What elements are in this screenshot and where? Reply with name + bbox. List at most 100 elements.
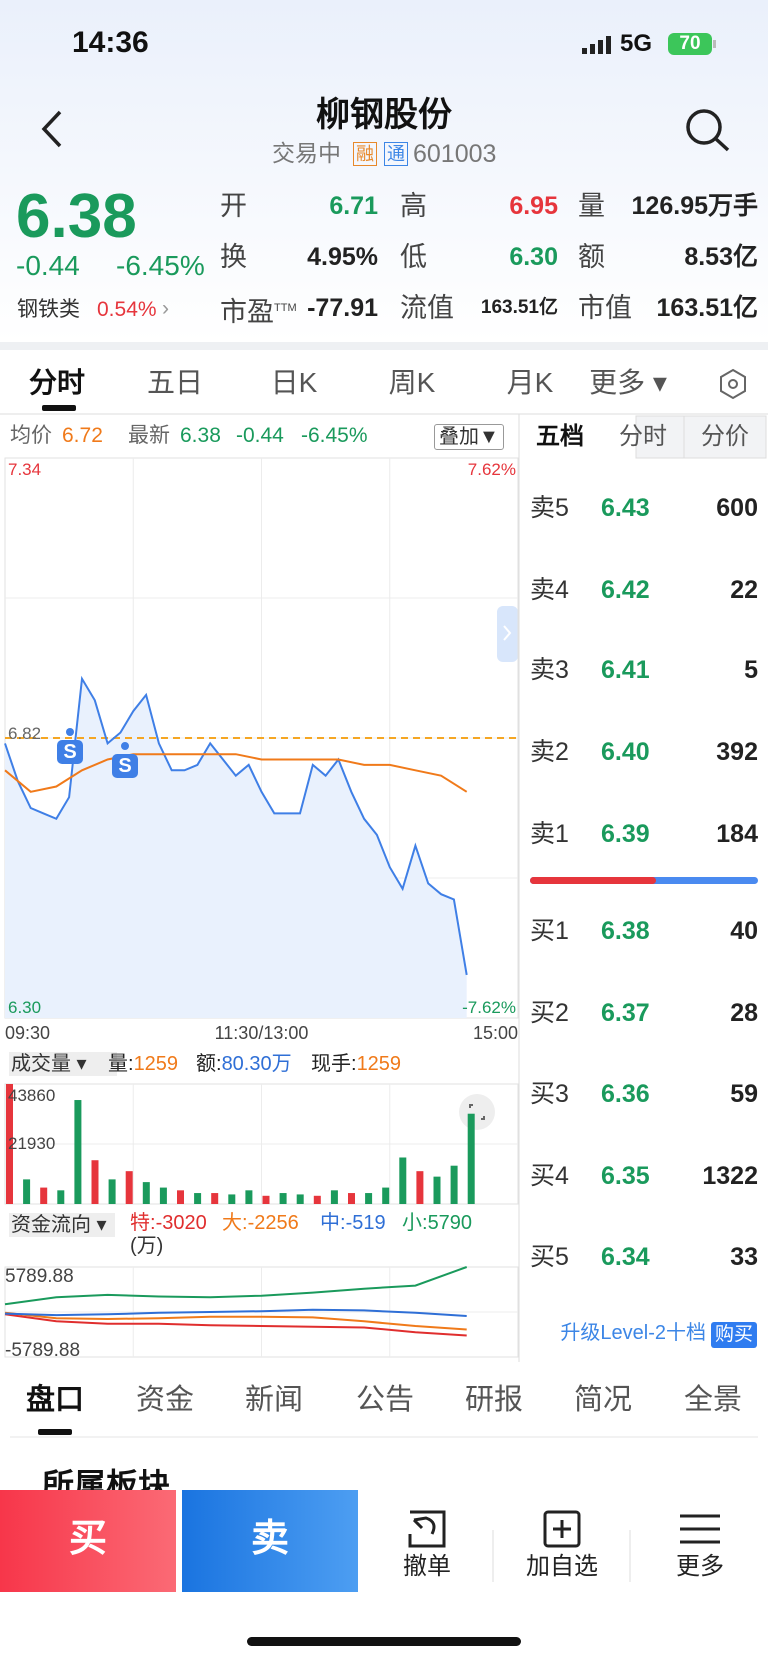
period-tab[interactable]: 周K xyxy=(388,367,436,399)
bottom-tab[interactable]: 研报 xyxy=(464,1383,524,1416)
volume-bar xyxy=(330,1190,338,1204)
period-tab[interactable]: 五日 xyxy=(146,367,204,399)
action-label[interactable]: 撤单 xyxy=(403,1552,451,1580)
bottom-tab[interactable]: 简况 xyxy=(573,1383,633,1416)
expand-icon xyxy=(469,1104,485,1120)
order-volume: 22 xyxy=(730,576,758,604)
y-tick-label: 43860 xyxy=(8,1085,56,1105)
change: -0.44 xyxy=(16,250,80,282)
flow-stat-label: 中: xyxy=(320,1212,346,1234)
y-tick-label: 5789.88 xyxy=(5,1265,74,1287)
bottom-tab[interactable]: 盘口 xyxy=(25,1383,85,1416)
settings-dot xyxy=(728,379,738,389)
volume-bar xyxy=(91,1160,99,1204)
flow-line xyxy=(4,1313,467,1337)
stat-label: 换 xyxy=(220,241,247,272)
bid-ask-bar-ask xyxy=(530,877,656,884)
period-tab[interactable]: 更多 ▾ xyxy=(589,367,667,399)
bottom-tab[interactable]: 全景 xyxy=(683,1383,743,1416)
stat-label-sup: TTM xyxy=(274,301,297,314)
volume-bar xyxy=(245,1190,253,1204)
flow-title[interactable]: 资金流向 ▾ xyxy=(9,1213,115,1237)
volume-bar xyxy=(159,1187,167,1204)
order-volume: 59 xyxy=(730,1080,758,1108)
order-label: 卖1 xyxy=(530,820,569,848)
last-label: 最新 xyxy=(128,424,170,448)
action-label[interactable]: 更多 xyxy=(676,1552,724,1580)
order-tab[interactable]: 分价 xyxy=(701,422,749,450)
order-tab[interactable]: 五档 xyxy=(536,422,584,450)
add-icon xyxy=(543,1510,581,1548)
bottom-tab[interactable]: 资金 xyxy=(135,1383,195,1416)
avg-value: 6.72 xyxy=(62,424,103,448)
stat-value: 4.95% xyxy=(307,243,378,271)
volume-stat-label: 额: xyxy=(196,1053,222,1075)
signal-bar xyxy=(598,40,603,54)
bottom-tab[interactable]: 公告 xyxy=(355,1383,415,1416)
battery-level: 70 xyxy=(679,32,701,54)
search-button[interactable] xyxy=(686,109,730,152)
panel-handle-arrow xyxy=(503,625,512,641)
volume-bar xyxy=(228,1194,236,1204)
buy-button[interactable] xyxy=(0,1490,176,1592)
buy-label: 买 xyxy=(68,1518,108,1561)
stat-label: 量 xyxy=(578,190,605,221)
order-price: 6.42 xyxy=(601,576,650,604)
order-volume: 1322 xyxy=(702,1162,758,1190)
purchase-button[interactable]: 购买 xyxy=(710,1321,758,1349)
volume-bar xyxy=(125,1171,133,1204)
order-volume: 33 xyxy=(730,1243,758,1271)
search-icon xyxy=(686,109,722,145)
order-volume: 184 xyxy=(716,820,758,848)
stat-value: 163.51亿 xyxy=(656,294,758,322)
order-label: 买2 xyxy=(530,999,569,1027)
panel-handle[interactable] xyxy=(497,606,518,662)
volume-bar xyxy=(177,1190,184,1204)
price-line xyxy=(4,675,468,976)
volume-title[interactable]: 成交量 ▾ xyxy=(9,1052,117,1076)
order-price: 6.34 xyxy=(601,1243,650,1271)
flow-stat-value: -3020 xyxy=(155,1212,207,1234)
volume-stat-label: 量: xyxy=(108,1053,134,1075)
stock-title: 柳钢股份 xyxy=(316,95,452,134)
volume-bar xyxy=(433,1176,441,1204)
x-tick-label: 15:00 xyxy=(472,1023,518,1044)
period-tab[interactable]: 月K xyxy=(506,367,554,399)
x-tick-label: 09:30 xyxy=(5,1023,51,1044)
volume-bar xyxy=(450,1165,458,1204)
volume-bar xyxy=(194,1193,202,1204)
settings-icon[interactable] xyxy=(720,368,746,400)
status-time: 14:36 xyxy=(72,26,149,59)
period-tab[interactable]: 日K xyxy=(270,367,318,399)
stat-label: 额 xyxy=(578,241,605,272)
stat-value: -77.91 xyxy=(307,294,378,322)
signal-bar xyxy=(606,36,611,54)
sell-label: 卖 xyxy=(250,1518,290,1561)
order-tab[interactable]: 分时 xyxy=(619,422,667,450)
stat-label: 流值 xyxy=(400,292,454,323)
bottom-tab[interactable]: 新闻 xyxy=(244,1383,304,1416)
price-line xyxy=(4,753,468,793)
stat-value: 163.51亿 xyxy=(480,296,558,318)
signal-icon xyxy=(582,36,611,54)
order-volume: 28 xyxy=(730,999,758,1027)
undo-arrow xyxy=(412,1516,436,1535)
action-label[interactable]: 加自选 xyxy=(526,1552,598,1580)
period-tab[interactable]: 分时 xyxy=(28,367,86,399)
back-button[interactable] xyxy=(41,110,62,148)
network: 5G xyxy=(620,29,653,57)
order-volume: 600 xyxy=(716,494,758,522)
badge: 通 xyxy=(384,142,408,166)
order-price: 6.37 xyxy=(601,999,650,1027)
stat-label: 低 xyxy=(400,241,427,272)
order-price: 6.41 xyxy=(601,656,650,684)
signal-bar xyxy=(590,44,595,54)
overlay-button[interactable]: 叠加▼ xyxy=(434,424,504,450)
badge: 融 xyxy=(353,142,377,166)
upgrade-link[interactable]: 升级Level-2十档 xyxy=(560,1322,706,1344)
order-price: 6.38 xyxy=(601,917,650,945)
sell-button[interactable] xyxy=(182,1490,358,1592)
expand-button[interactable] xyxy=(459,1094,495,1130)
stat-value: 6.95 xyxy=(509,192,558,220)
